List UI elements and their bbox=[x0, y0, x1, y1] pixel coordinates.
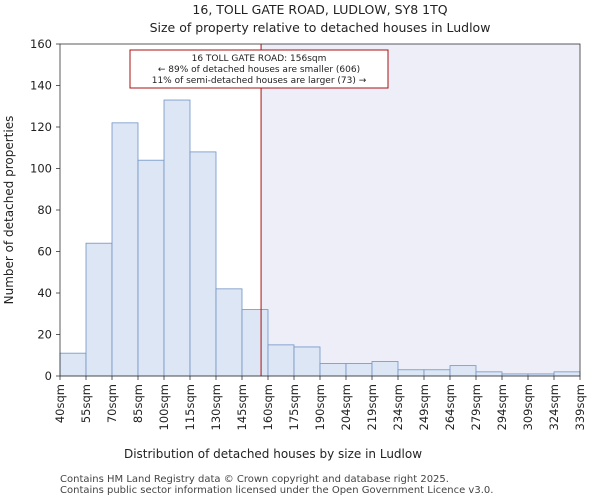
bar-204sqm bbox=[345, 363, 373, 377]
bar-115sqm bbox=[189, 151, 217, 377]
y-tick-label-60: 60 bbox=[37, 245, 52, 259]
x-tick-label-204sqm: 204sqm bbox=[339, 384, 353, 430]
x-tick-label-234sqm: 234sqm bbox=[391, 384, 405, 430]
x-tick-label-324sqm: 324sqm bbox=[547, 384, 561, 430]
highlight-region bbox=[261, 44, 580, 376]
x-tick-label-264sqm: 264sqm bbox=[443, 384, 457, 430]
x-tick-label-279sqm: 279sqm bbox=[469, 384, 483, 430]
bar-175sqm bbox=[293, 346, 321, 377]
bar-324sqm bbox=[553, 371, 581, 377]
bar-219sqm bbox=[371, 361, 399, 377]
y-tick-label-40: 40 bbox=[37, 286, 52, 300]
x-tick-label-115sqm: 115sqm bbox=[183, 384, 197, 430]
y-tick-label-0: 0 bbox=[45, 369, 52, 383]
bar-160sqm bbox=[267, 344, 295, 377]
footer-line-2: Contains public sector information licen… bbox=[60, 485, 494, 496]
bar-145sqm bbox=[241, 309, 269, 377]
x-tick-label-160sqm: 160sqm bbox=[261, 384, 275, 430]
x-axis-label: Distribution of detached houses by size … bbox=[124, 447, 422, 461]
bar-190sqm bbox=[319, 363, 347, 377]
x-tick-label-339sqm: 339sqm bbox=[573, 384, 587, 430]
bar-55sqm bbox=[85, 242, 113, 377]
y-tick-label-100: 100 bbox=[30, 162, 52, 176]
annotation-line-1: 16 TOLL GATE ROAD: 156sqm bbox=[192, 54, 327, 64]
chart-subtitle: Size of property relative to detached ho… bbox=[150, 20, 491, 35]
bar-100sqm bbox=[163, 99, 191, 377]
y-tick-label-20: 20 bbox=[37, 328, 52, 342]
y-axis: 0 20 40 60 80 100 120 140 160 bbox=[30, 37, 60, 383]
y-tick-label-160: 160 bbox=[30, 37, 52, 51]
bar-264sqm bbox=[449, 365, 477, 377]
x-tick-label-145sqm: 145sqm bbox=[235, 384, 249, 430]
bar-234sqm bbox=[397, 369, 425, 377]
bar-85sqm bbox=[137, 159, 165, 377]
x-tick-label-70sqm: 70sqm bbox=[105, 384, 119, 423]
x-tick-label-190sqm: 190sqm bbox=[313, 384, 327, 430]
x-tick-label-309sqm: 309sqm bbox=[521, 384, 535, 430]
chart-title: 16, TOLL GATE ROAD, LUDLOW, SY8 1TQ bbox=[192, 2, 447, 17]
x-tick-label-249sqm: 249sqm bbox=[417, 384, 431, 430]
annotation-box bbox=[129, 49, 389, 89]
annotation-line-2: ← 89% of detached houses are smaller (60… bbox=[158, 65, 360, 75]
x-tick-label-55sqm: 55sqm bbox=[79, 384, 93, 423]
bars-group bbox=[59, 99, 581, 377]
x-tick-label-100sqm: 100sqm bbox=[157, 384, 171, 430]
x-tick-label-130sqm: 130sqm bbox=[209, 384, 223, 430]
bar-130sqm bbox=[215, 288, 243, 377]
x-tick-label-294sqm: 294sqm bbox=[495, 384, 509, 430]
x-tick-label-85sqm: 85sqm bbox=[131, 384, 145, 423]
footer-line-1: Contains HM Land Registry data © Crown c… bbox=[60, 474, 449, 485]
x-tick-label-219sqm: 219sqm bbox=[365, 384, 379, 430]
y-tick-label-140: 140 bbox=[30, 79, 52, 93]
x-axis: 40sqm 55sqm 70sqm 85sqm 100sqm 115sqm 130sqm 14… bbox=[53, 376, 587, 430]
annotation-line-3: 11% of semi-detached houses are larger (… bbox=[152, 76, 367, 86]
bar-40sqm bbox=[59, 352, 87, 377]
bar-249sqm bbox=[423, 369, 451, 377]
y-tick-label-80: 80 bbox=[37, 203, 52, 217]
y-tick-label-120: 120 bbox=[30, 120, 52, 134]
bar-70sqm bbox=[111, 122, 139, 377]
y-axis-label: Number of detached properties bbox=[2, 116, 16, 305]
x-tick-label-40sqm: 40sqm bbox=[53, 384, 67, 423]
x-tick-label-175sqm: 175sqm bbox=[287, 384, 301, 430]
bar-279sqm bbox=[475, 371, 503, 377]
